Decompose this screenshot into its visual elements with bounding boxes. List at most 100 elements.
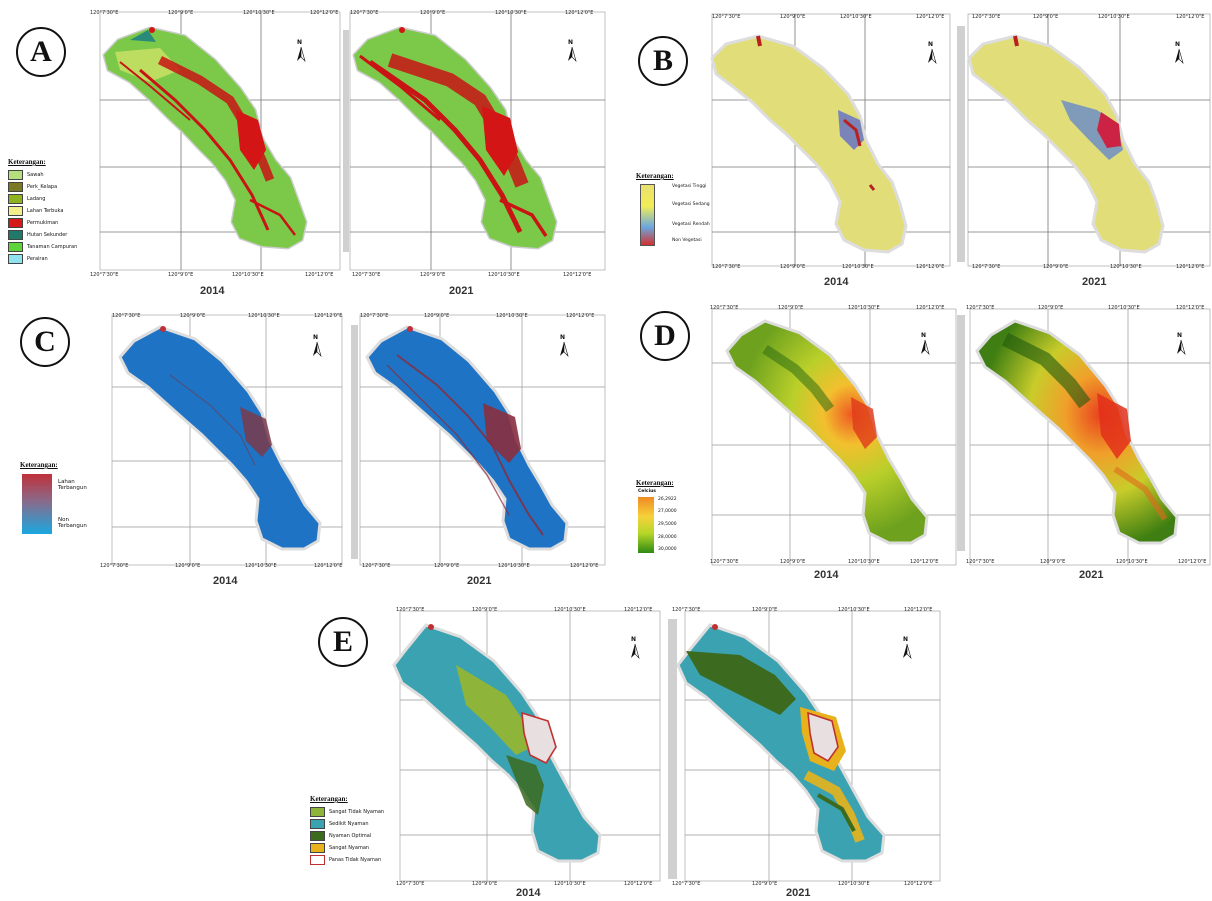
- coord-label: 120°7'30"E: [112, 313, 141, 319]
- coord-label: 120°7'30"E: [712, 264, 741, 270]
- north-arrow-icon: N: [628, 636, 642, 660]
- year-label: 2021: [1082, 276, 1107, 288]
- coord-label: 120°10'30"E: [840, 14, 872, 20]
- legend-gradient: [640, 184, 655, 246]
- coord-label: 120°7'30"E: [396, 607, 425, 613]
- coord-label: 120°10'30"E: [232, 272, 264, 278]
- coord-label: 120°12'0"E: [314, 313, 343, 319]
- coord-label: 120°12'0"E: [1176, 305, 1205, 311]
- coord-label: 120°12'0"E: [1176, 264, 1205, 270]
- coord-label: 120°12'0"E: [1176, 14, 1205, 20]
- panel-d-maps: [711, 308, 1211, 566]
- panel-c-maps: [111, 314, 606, 566]
- coord-label: 120°7'30"E: [90, 272, 119, 278]
- map-c-2021: [365, 325, 569, 551]
- legend-label: Lahan Terbangun: [58, 479, 87, 491]
- legend-title: Keterangan:: [20, 461, 58, 469]
- legend-tick: 26,2922: [658, 497, 677, 502]
- legend-item: Nyaman Optimal: [310, 830, 390, 842]
- coord-label: 120°10'30"E: [1110, 264, 1142, 270]
- coord-label: 120°9'0"E: [424, 313, 450, 319]
- legend-label: Vegetasi Tinggi: [672, 184, 707, 189]
- legend-lst: Keterangan: Celcius 26,2922 27,0000 29,5…: [636, 479, 706, 563]
- legend-label: Vegetasi Sedang: [672, 202, 710, 207]
- panel-label-d: D: [640, 311, 690, 361]
- panel-label-e: E: [318, 617, 368, 667]
- legend-item: Sedikit Nyaman: [310, 818, 390, 830]
- coord-label: 120°12'0"E: [1178, 559, 1207, 565]
- panel-d: D: [620, 295, 1212, 590]
- coord-label: 120°10'30"E: [1098, 14, 1130, 20]
- legend-item: Permukiman: [8, 217, 88, 229]
- coord-label: 120°9'0"E: [780, 264, 806, 270]
- map-b-2021: [967, 34, 1165, 254]
- coord-label: 120°10'30"E: [245, 563, 277, 569]
- legend-ndvi: Keterangan: Vegetasi Tinggi Vegetasi Sed…: [636, 172, 716, 252]
- coord-label: 120°12'0"E: [314, 563, 343, 569]
- coord-label: 120°12'0"E: [904, 607, 933, 613]
- map-e-2014: [392, 623, 602, 863]
- legend-item: Perk_Kelapa: [8, 181, 88, 193]
- coord-label: 120°9'0"E: [472, 881, 498, 887]
- map-a-2021: [352, 26, 558, 250]
- panel-a-maps: [99, 11, 606, 271]
- north-arrow-icon: N: [918, 332, 932, 356]
- north-arrow-icon: N: [1172, 41, 1186, 65]
- coord-label: 120°9'0"E: [175, 563, 201, 569]
- coord-label: 120°12'0"E: [624, 607, 653, 613]
- panel-b-maps: [710, 13, 1211, 267]
- coord-label: 120°12'0"E: [565, 10, 594, 16]
- year-label: 2021: [449, 285, 474, 297]
- coord-label: 120°12'0"E: [563, 272, 592, 278]
- legend-title: Keterangan:: [310, 795, 348, 803]
- legend-tick: 28,0000: [658, 535, 677, 540]
- coord-label: 120°9'0"E: [1043, 264, 1069, 270]
- coord-label: 120°7'30"E: [350, 10, 379, 16]
- coord-label: 120°7'30"E: [352, 272, 381, 278]
- coord-label: 120°12'0"E: [910, 559, 939, 565]
- coord-label: 120°10'30"E: [842, 264, 874, 270]
- coord-label: 120°9'0"E: [752, 607, 778, 613]
- coord-label: 120°10'30"E: [488, 272, 520, 278]
- coord-label: 120°10'30"E: [838, 881, 870, 887]
- coord-label: 120°7'30"E: [966, 559, 995, 565]
- legend-item: Tanaman Campuran: [8, 241, 88, 253]
- coord-label: 120°9'0"E: [168, 10, 194, 16]
- legend-item: Perairan: [8, 253, 88, 265]
- legend-title: Keterangan:: [8, 158, 46, 166]
- coord-label: 120°7'30"E: [712, 14, 741, 20]
- coord-label: 120°9'0"E: [1038, 305, 1064, 311]
- coord-label: 120°10'30"E: [496, 313, 528, 319]
- coord-label: 120°7'30"E: [90, 10, 119, 16]
- coord-label: 120°12'0"E: [916, 305, 945, 311]
- year-label: 2014: [200, 285, 225, 297]
- coord-label: 120°9'0"E: [780, 559, 806, 565]
- panel-label-b: B: [638, 36, 688, 86]
- panel-c: C N N 120°7'30"E 120°9'0: [0, 295, 620, 590]
- coord-label: 120°12'0"E: [310, 10, 339, 16]
- coord-label: 120°7'30"E: [672, 607, 701, 613]
- year-label: 2014: [213, 575, 238, 587]
- legend-comfort: Keterangan: Sangat Tidak Nyaman Sedikit …: [310, 795, 390, 866]
- map-e-2021: [676, 623, 886, 863]
- year-label: 2021: [786, 887, 811, 899]
- year-label: 2014: [814, 569, 839, 581]
- legend-unit: Celcius: [638, 489, 656, 494]
- legend-tick: 29,5000: [658, 522, 677, 527]
- coord-label: 120°7'30"E: [972, 264, 1001, 270]
- north-arrow-icon: N: [925, 41, 939, 65]
- coord-label: 120°7'30"E: [396, 881, 425, 887]
- legend-gradient: [638, 497, 654, 553]
- map-d-2021: [975, 319, 1179, 545]
- legend-tick: 30,0000: [658, 547, 677, 552]
- panel-a: A: [0, 0, 620, 297]
- coord-label: 120°9'0"E: [1040, 559, 1066, 565]
- panel-b: B N N 120°7'30"E 120°9'0: [620, 0, 1212, 295]
- coord-label: 120°10'30"E: [1116, 559, 1148, 565]
- coord-label: 120°10'30"E: [1108, 305, 1140, 311]
- coord-label: 120°9'0"E: [420, 10, 446, 16]
- coord-label: 120°7'30"E: [362, 563, 391, 569]
- north-arrow-icon: N: [900, 636, 914, 660]
- legend-title: Keterangan:: [636, 479, 674, 487]
- north-arrow-icon: N: [557, 334, 571, 358]
